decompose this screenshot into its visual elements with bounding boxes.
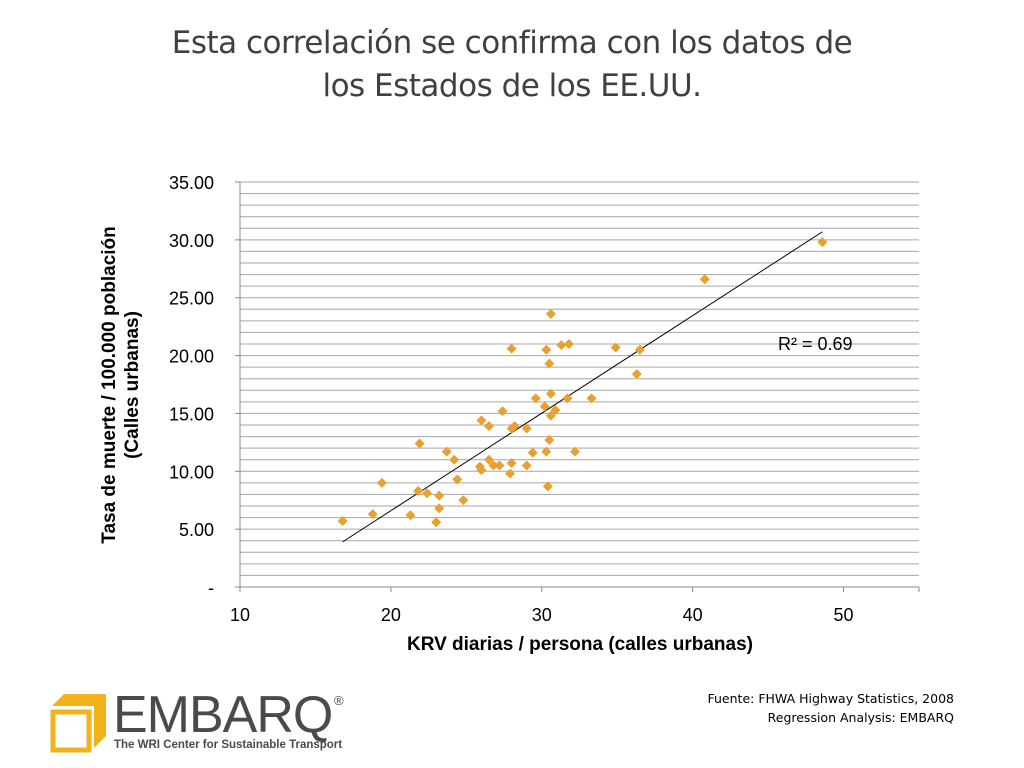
data-point: [521, 460, 532, 471]
data-point: [367, 509, 378, 520]
trendline: [342, 231, 823, 543]
embarq-logo-tagline: The WRI Center for Sustainable Transport: [114, 739, 343, 751]
slide-title-line1: Esta correlación se confirma con los dat…: [171, 25, 853, 61]
data-point: [550, 404, 561, 415]
data-point: [488, 460, 499, 471]
source-line2: Regression Analysis: EMBARQ: [767, 710, 954, 725]
x-tick-label: 20: [381, 605, 401, 625]
data-point: [556, 340, 567, 351]
data-point: [506, 458, 517, 469]
embarq-logo-wordmark: EMBARQ: [113, 686, 333, 744]
embarq-logo-registered-mark: ®: [334, 693, 344, 708]
data-point: [817, 237, 828, 248]
slide-title-line2: los Estados de los EE.UU.: [322, 68, 702, 104]
data-point: [505, 468, 516, 479]
y-tick-label: 15.00: [169, 404, 214, 424]
y-tick-label: 35.00: [169, 173, 214, 193]
data-point: [497, 406, 508, 417]
x-tick-label: 10: [230, 605, 250, 625]
data-point: [506, 343, 517, 354]
data-point: [434, 490, 445, 501]
data-point: [521, 423, 532, 434]
y-tick-label: 20.00: [169, 347, 214, 367]
data-point: [483, 454, 494, 465]
x-axis-title: KRV diarias / persona (calles urbanas): [407, 634, 753, 655]
data-point: [337, 516, 348, 527]
data-point: [431, 517, 442, 528]
data-point: [376, 477, 387, 488]
data-point: [422, 488, 433, 499]
chart-points: [337, 237, 828, 528]
data-point: [449, 454, 460, 465]
data-point: [441, 446, 452, 457]
data-point: [545, 410, 556, 421]
y-tick-label: 30.00: [169, 231, 214, 251]
data-point: [539, 401, 550, 412]
data-point: [586, 393, 597, 404]
data-point: [476, 465, 487, 476]
embarq-logo: EMBARQ ® The WRI Center for Sustainable …: [50, 686, 350, 756]
x-tick-label: 40: [683, 605, 703, 625]
data-point: [530, 393, 541, 404]
data-point: [405, 510, 416, 521]
data-point: [610, 342, 621, 353]
chart-axes: [235, 181, 920, 592]
data-point: [544, 435, 555, 446]
data-point: [569, 446, 580, 457]
data-point: [545, 388, 556, 399]
x-tick-label: 30: [532, 605, 552, 625]
data-point: [434, 503, 445, 514]
y-tick-label: 10.00: [169, 462, 214, 482]
data-point: [413, 485, 424, 496]
data-point: [541, 344, 552, 355]
data-point: [699, 274, 710, 285]
source-line1: Fuente: FHWA Highway Statistics, 2008: [707, 691, 955, 706]
y-tick-label: 25.00: [169, 289, 214, 309]
x-tick-label: 50: [834, 605, 854, 625]
data-point: [562, 393, 573, 404]
y-axis-title-line1: Tasa de muerte / 100.000 población: [99, 226, 120, 544]
data-point: [414, 438, 425, 449]
y-tick-label: -: [208, 578, 214, 598]
data-point: [634, 344, 645, 355]
data-point: [544, 358, 555, 369]
data-point: [542, 481, 553, 492]
data-point: [509, 421, 520, 432]
data-point: [476, 415, 487, 426]
data-point: [527, 447, 538, 458]
data-point: [483, 421, 494, 432]
data-point: [494, 460, 505, 471]
data-point: [563, 339, 574, 349]
data-point: [458, 495, 469, 506]
data-point: [541, 446, 552, 457]
y-axis-title-line2: (Calles urbanas): [122, 311, 143, 459]
r-squared-annotation: R² = 0.69: [778, 334, 853, 354]
chart-trendline: [342, 231, 823, 543]
source-note: Fuente: FHWA Highway Statistics, 2008 Re…: [708, 689, 955, 727]
chart-gridlines: [240, 181, 919, 576]
data-point: [631, 369, 642, 380]
chart-tick-labels: - 5.00 10.00 15.00 20.00 25.00 30.00 35.00 10 20 3…: [169, 173, 854, 625]
y-tick-label: 5.00: [179, 520, 214, 540]
slide-title: Esta correlación se confirma con los dat…: [0, 22, 1024, 108]
embarq-logo-mark: [50, 694, 106, 753]
data-point: [545, 308, 556, 319]
data-point: [452, 474, 463, 485]
